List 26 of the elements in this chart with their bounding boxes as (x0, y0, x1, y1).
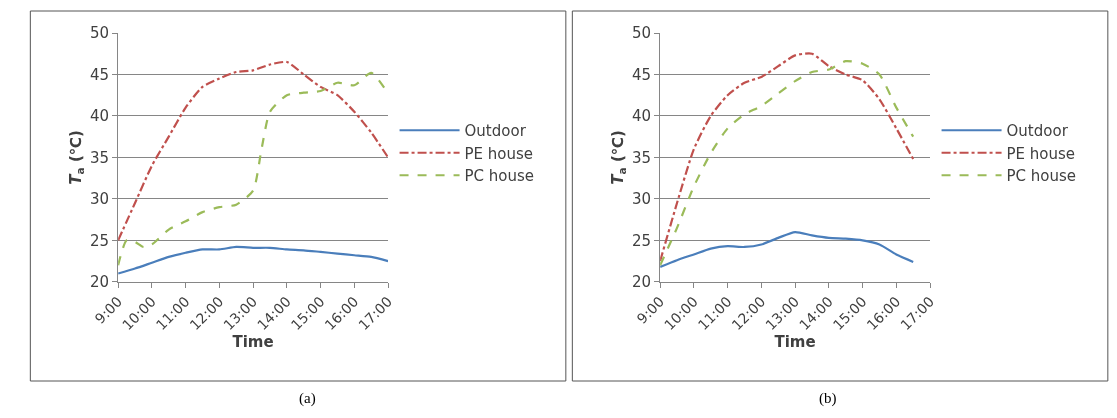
legend-label: PE house (464, 144, 534, 163)
x-axis-title: Time (774, 333, 816, 352)
text: (b) (819, 390, 837, 407)
legend-label: Outdoor (1006, 122, 1069, 141)
legend-label: PC house (464, 167, 535, 186)
y-tick-label: 30 (632, 190, 652, 209)
y-tick-label: 50 (632, 24, 652, 43)
y-tick-label: 40 (90, 107, 110, 126)
line-series (118, 245, 389, 275)
y-tick-label: 40 (632, 107, 652, 126)
legend-label: PE house (1006, 144, 1076, 163)
y-tick-label: 20 (632, 273, 652, 292)
y-tick-label: 45 (632, 65, 652, 84)
x-axis-title: Time (232, 333, 274, 352)
y-tick-label: 25 (632, 231, 652, 250)
y-tick-label: 20 (90, 273, 110, 292)
y-tick-label: 45 (90, 65, 110, 84)
y-tick-label: 30 (90, 190, 110, 209)
text: (a) (299, 390, 316, 407)
y-tick-label: 35 (90, 148, 110, 167)
line-series (660, 230, 915, 268)
legend-label: PC house (1006, 167, 1077, 186)
y-tick-label: 25 (90, 231, 110, 250)
legend-label: Outdoor (464, 122, 527, 141)
y-tick-label: 35 (632, 148, 652, 167)
y-tick-label: 50 (90, 24, 110, 43)
